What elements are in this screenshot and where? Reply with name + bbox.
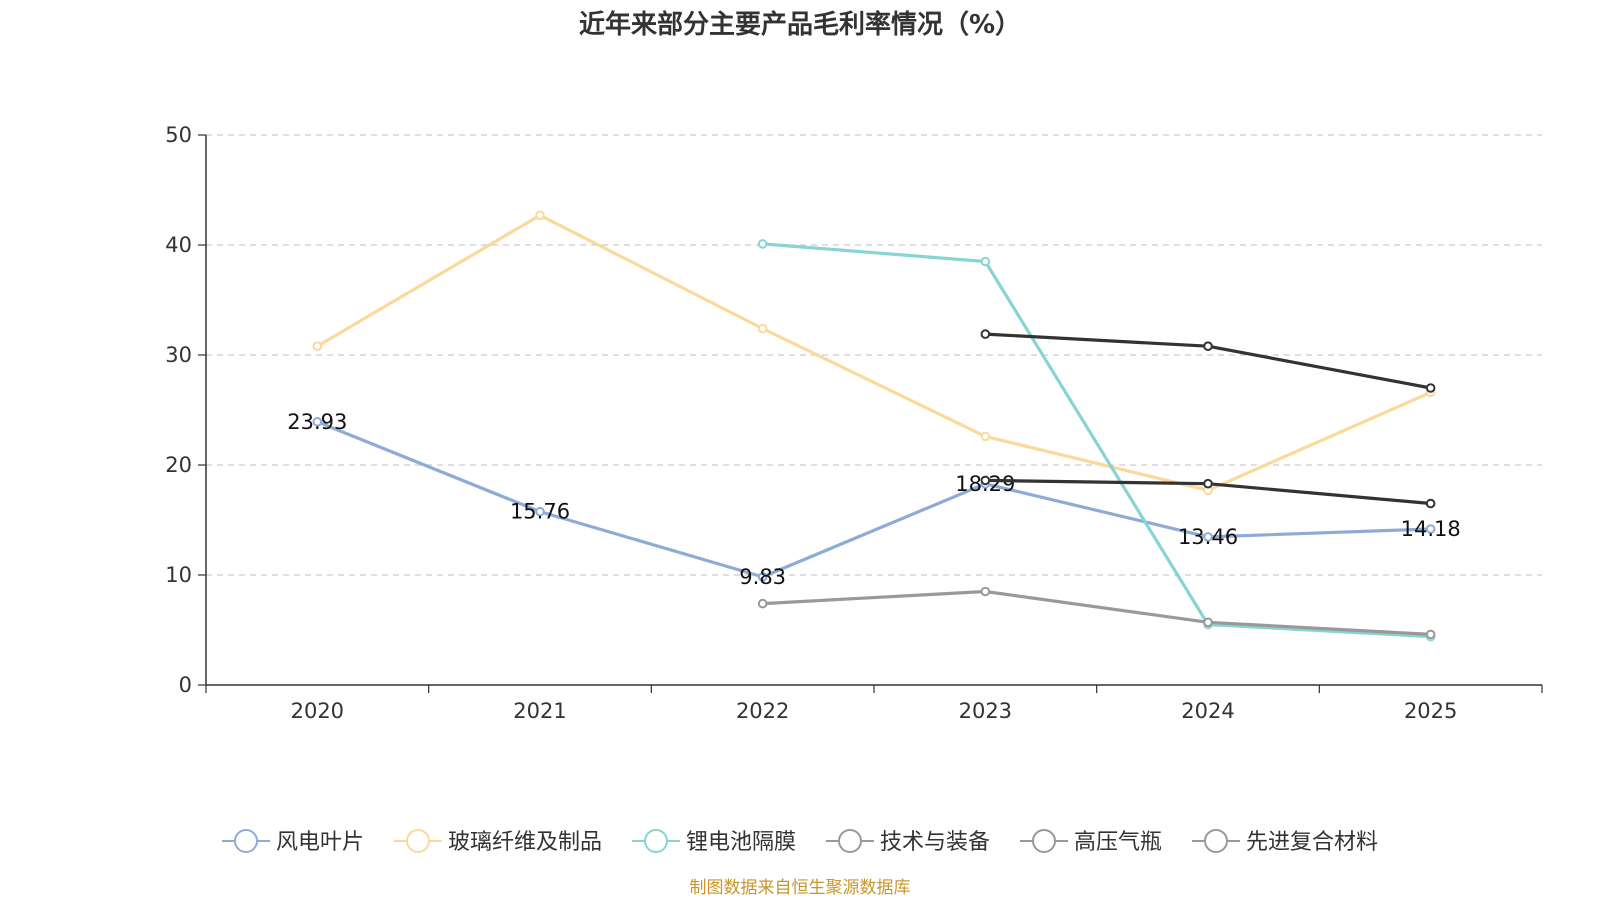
data-point — [1203, 478, 1213, 489]
legend-marker-icon — [406, 829, 430, 853]
legend-label: 技术与装备 — [880, 830, 990, 855]
legend-item-3: 锂电池隔膜 — [632, 829, 796, 855]
data-point — [757, 598, 768, 609]
series-5 — [980, 475, 1436, 509]
legend-item-5: 高压气瓶 — [1020, 829, 1162, 855]
series-line — [762, 589, 1431, 636]
series-2 — [312, 210, 1436, 496]
data-point — [1203, 532, 1213, 542]
series-line — [316, 420, 1431, 579]
legend-marker-icon — [234, 829, 258, 853]
data-point — [535, 210, 545, 221]
legend-label: 高压气瓶 — [1074, 830, 1162, 855]
data-point — [757, 572, 768, 582]
y-tick-label: 30 — [165, 343, 192, 367]
data-point — [1425, 383, 1436, 393]
data-point — [1425, 524, 1436, 534]
x-tick-label: 2022 — [736, 699, 789, 723]
data-point — [980, 431, 991, 442]
series-4 — [980, 329, 1436, 393]
chart-title: 近年来部分主要产品毛利率情况（%） — [579, 9, 1021, 40]
legend-marker-icon — [1204, 829, 1228, 853]
legend-item-2: 玻璃纤维及制品 — [394, 829, 602, 855]
legend-item-4: 技术与装备 — [826, 829, 990, 855]
data-point — [757, 239, 768, 249]
legend-item-1: 风电叶片 — [222, 829, 364, 855]
y-tick-label: 40 — [165, 233, 192, 257]
x-tick-label: 2021 — [513, 699, 566, 723]
data-point — [312, 416, 323, 427]
legend-marker-icon — [838, 829, 862, 853]
legend-label: 风电叶片 — [276, 830, 364, 855]
legend-label: 先进复合材料 — [1246, 830, 1378, 855]
data-label: 23.93 — [287, 410, 347, 434]
x-tick-label: 2025 — [1404, 699, 1457, 723]
data-label: 13.46 — [1178, 525, 1238, 549]
data-label: 15.76 — [510, 500, 570, 524]
data-point — [1203, 341, 1213, 352]
legend-item-6: 先进复合材料 — [1192, 829, 1378, 855]
y-tick-label: 20 — [165, 453, 192, 477]
y-tick-label: 50 — [165, 123, 192, 147]
series-3 — [757, 239, 1436, 642]
data-point — [1203, 617, 1213, 628]
data-label: 14.18 — [1401, 517, 1461, 541]
data-point — [1425, 498, 1436, 509]
legend: 风电叶片 玻璃纤维及制品 锂电池隔膜 技术与装备 高压气瓶 先进复合材料 — [222, 829, 1378, 855]
legend-label: 锂电池隔膜 — [686, 830, 796, 855]
legend-label: 玻璃纤维及制品 — [448, 830, 602, 855]
data-point — [980, 256, 991, 267]
series-line — [762, 242, 1431, 639]
x-tick-label: 2020 — [291, 699, 344, 723]
series-6 — [757, 586, 1436, 640]
data-point — [980, 586, 991, 597]
source-note: 制图数据来自恒生聚源数据库 — [690, 878, 911, 898]
series-line — [316, 213, 1432, 492]
axes: 0 10 20 30 40 50 2020 2021 2022 2023 2024 2025 — [165, 123, 1543, 723]
data-point — [980, 475, 991, 486]
legend-marker-icon — [644, 829, 668, 853]
y-tick-label: 0 — [179, 673, 192, 697]
data-point — [535, 506, 545, 517]
x-tick-label: 2024 — [1181, 699, 1234, 723]
data-point — [980, 329, 991, 339]
data-point — [757, 323, 768, 334]
grid — [206, 134, 1542, 576]
y-tick-label: 10 — [165, 563, 192, 587]
legend-marker-icon — [1032, 829, 1056, 853]
data-point — [1425, 629, 1436, 640]
data-point — [312, 341, 323, 352]
data-label: 9.83 — [739, 565, 786, 589]
x-tick-label: 2023 — [959, 699, 1012, 723]
